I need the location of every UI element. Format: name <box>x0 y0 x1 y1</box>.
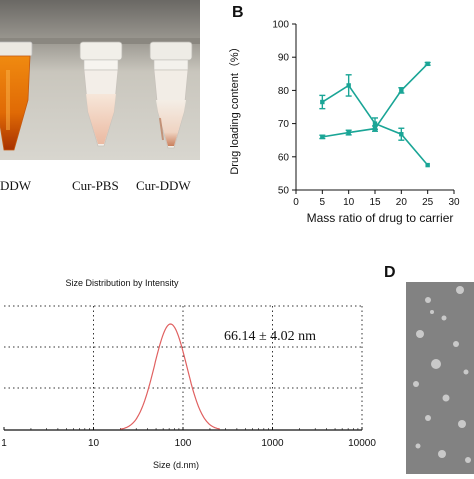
chart-b-point <box>372 121 378 126</box>
chart-b-y-tick-label: 50 <box>278 186 290 197</box>
size-distribution-chart: Size Distribution by Intensity 66.14 ± 4… <box>0 270 380 474</box>
chart-c-x-tick-label: 1000 <box>261 438 284 449</box>
chart-c-title: Size Distribution by Intensity <box>65 278 179 288</box>
chart-c-xlabel: Size (d.nm) <box>153 460 199 470</box>
chart-b-xlabel: Mass ratio of drug to carrier <box>307 211 454 225</box>
chart-c-x-tick-label: 1 <box>1 438 7 449</box>
chart-b-point <box>399 88 404 93</box>
chart-c-marks <box>120 323 220 430</box>
tube-ddw <box>0 41 33 151</box>
chart-b-point <box>346 130 351 135</box>
chart-b-x-tick-label: 0 <box>293 197 299 208</box>
chart-b-y-tick-label: 100 <box>272 20 289 31</box>
chart-b-x-tick-label: 25 <box>422 197 434 208</box>
chart-b-marks <box>319 61 431 168</box>
chart-b-ylabel: Drug loading content（%） <box>228 41 241 174</box>
chart-b-point <box>320 99 325 105</box>
panel-letter-d: D <box>384 264 396 281</box>
chart-c-axes: 1 10 100 1000 10000 <box>1 305 376 449</box>
chart-c-x-tick-label: 10000 <box>348 438 376 449</box>
tube-label-cur-ddw: Cur-DDW <box>136 178 191 193</box>
chart-b-x-tick-label: 5 <box>320 197 326 208</box>
chart-b-point <box>399 132 404 137</box>
tube-cur-pbs <box>79 41 123 147</box>
chart-b-point <box>425 162 430 168</box>
panel-letter-b: B <box>232 4 244 21</box>
chart-b-axes: 50 60 70 80 90 100 0 5 10 15 20 25 30 <box>272 20 460 209</box>
tube-cur-ddw <box>149 41 193 149</box>
tubes-photo <box>0 0 200 160</box>
tube-label-ddw: DDW <box>0 178 32 193</box>
chart-b-point <box>320 134 325 140</box>
chart-b-x-tick-label: 30 <box>448 197 460 208</box>
chart-c-x-tick-label: 10 <box>88 438 100 449</box>
loading-content-chart: Drug loading content（%） Mass ratio of dr… <box>220 0 474 230</box>
chart-b-y-tick-label: 90 <box>278 53 290 64</box>
chart-b-y-tick-label: 80 <box>278 86 290 97</box>
chart-b-y-tick-label: 60 <box>278 152 290 163</box>
tem-micrograph <box>380 260 474 474</box>
chart-b-point <box>346 83 351 88</box>
chart-b-x-tick-label: 15 <box>369 197 381 208</box>
chart-b-x-tick-label: 20 <box>396 197 408 208</box>
chart-c-annotation: 66.14 ± 4.02 nm <box>224 329 316 344</box>
chart-b-point <box>425 61 430 67</box>
chart-c-distribution-curve <box>120 323 220 430</box>
tube-label-cur-pbs: Cur-PBS <box>72 178 119 193</box>
chart-b-y-tick-label: 70 <box>278 119 290 130</box>
chart-b-x-tick-label: 10 <box>343 197 355 208</box>
chart-c-x-tick-label: 100 <box>175 438 192 449</box>
